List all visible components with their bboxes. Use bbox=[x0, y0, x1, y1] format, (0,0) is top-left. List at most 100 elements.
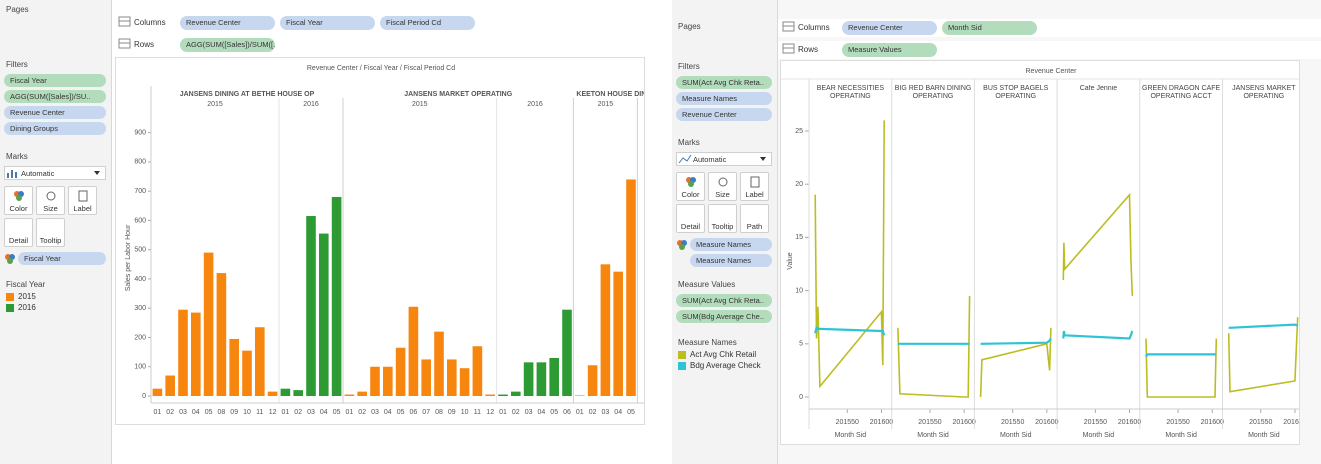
mark-button[interactable]: Detail bbox=[676, 204, 705, 233]
x-tick-label: 04 bbox=[614, 409, 622, 416]
x-tick-label: 01 bbox=[576, 409, 584, 416]
x-tick-label: 11 bbox=[256, 409, 263, 416]
marks-title: Marks bbox=[6, 152, 28, 161]
x-tick-label: 02 bbox=[512, 409, 520, 416]
filter-pill[interactable]: Revenue Center bbox=[4, 106, 106, 119]
x-tick-label: 01 bbox=[154, 409, 162, 416]
line-chart: Revenue Center Value 0 5 10 15 20 25 201550 20160… bbox=[781, 68, 1300, 439]
filter-pill[interactable]: Dining Groups bbox=[4, 122, 106, 135]
x-tick-label: 201600 bbox=[1201, 419, 1224, 426]
icon bbox=[118, 16, 131, 27]
y-axis-label: Value bbox=[787, 252, 794, 269]
mark-button[interactable]: Tooltip bbox=[708, 204, 737, 233]
y-tick-label: 20 bbox=[795, 181, 803, 188]
x-tick-label: 03 bbox=[602, 409, 610, 416]
icon bbox=[782, 43, 795, 54]
year-label: 2015 bbox=[412, 101, 428, 108]
x-tick-label: 03 bbox=[371, 409, 379, 416]
bar bbox=[357, 391, 367, 396]
pane-title: JANSENS DINING AT BETHE HOUSE OP bbox=[180, 91, 315, 98]
bar bbox=[152, 388, 163, 396]
filter-pill[interactable]: Revenue Center bbox=[676, 108, 772, 121]
mark-pill[interactable]: Measure Names bbox=[690, 238, 772, 251]
column-pill[interactable]: Month Sid bbox=[942, 21, 1037, 35]
column-pill[interactable]: Revenue Center bbox=[180, 16, 275, 30]
series-line bbox=[897, 295, 971, 398]
pane-title: BEAR NECESSITIES OPERATING bbox=[816, 85, 884, 100]
year-label: 2016 bbox=[303, 101, 319, 108]
x-tick-label: 201600 bbox=[1283, 419, 1300, 426]
pane-title: JANSENS MARKET OPERATING bbox=[404, 91, 513, 98]
values-pill[interactable]: SUM(Bdg Average Che.. bbox=[676, 310, 772, 323]
x-tick-label: 201550 bbox=[1249, 419, 1272, 426]
column-pill[interactable]: Fiscal Year bbox=[280, 16, 375, 30]
column-pill[interactable]: Revenue Center bbox=[842, 21, 937, 35]
mark-button[interactable]: Size bbox=[36, 186, 65, 215]
glyph bbox=[16, 195, 22, 201]
pane-title: Cafe Jennie bbox=[1079, 85, 1118, 92]
legend-title: Measure Names bbox=[678, 338, 737, 347]
filter-pill[interactable]: Measure Names bbox=[676, 92, 772, 105]
year-label: 2015 bbox=[207, 101, 223, 108]
legend-label: 2015 bbox=[18, 292, 36, 301]
chart-area: Revenue Center Value 0 5 10 15 20 25 201550 20160… bbox=[780, 60, 1300, 445]
y-axis-label: Sales per Labor Hour bbox=[125, 224, 132, 291]
bar bbox=[331, 197, 342, 396]
x-axis-label: Month Sid bbox=[1083, 432, 1115, 439]
mark-pill[interactable]: Measure Names bbox=[690, 254, 772, 267]
bar bbox=[626, 179, 636, 396]
mark-button[interactable]: Size bbox=[708, 172, 737, 201]
series-line bbox=[1062, 192, 1134, 296]
x-tick-label: 08 bbox=[435, 409, 443, 416]
y-tick-label: 600 bbox=[134, 217, 146, 224]
x-tick-label: 04 bbox=[320, 409, 328, 416]
chart-area: Revenue Center / Fiscal Year / Fiscal Pe… bbox=[115, 57, 645, 425]
mark-button[interactable]: Path bbox=[740, 204, 769, 233]
x-tick-label: 02 bbox=[166, 409, 174, 416]
y-tick-label: 0 bbox=[799, 394, 803, 401]
legend-title: Fiscal Year bbox=[6, 280, 46, 289]
x-tick-label: 05 bbox=[333, 409, 341, 416]
y-tick-label: 15 bbox=[795, 234, 803, 241]
row-pill[interactable]: AGG(SUM([Sales])/SUM([.. bbox=[180, 38, 275, 52]
filters-title: Filters bbox=[6, 60, 28, 69]
legend-label: Act Avg Chk Retail bbox=[690, 350, 757, 359]
column-pill[interactable]: Fiscal Period Cd bbox=[380, 16, 475, 30]
mark-button[interactable]: Color bbox=[4, 186, 33, 215]
icon bbox=[718, 177, 728, 187]
glyph bbox=[688, 181, 694, 187]
icon bbox=[46, 191, 56, 201]
filter-pill[interactable]: Fiscal Year bbox=[4, 74, 106, 87]
x-axis-label: Month Sid bbox=[835, 432, 867, 439]
mark-type-dropdown[interactable]: Automatic bbox=[676, 152, 772, 166]
pages-title: Pages bbox=[678, 22, 701, 31]
mark-button[interactable]: Detail bbox=[4, 218, 33, 247]
bar bbox=[229, 338, 239, 396]
mark-pill[interactable]: Fiscal Year bbox=[18, 252, 106, 265]
series-line bbox=[1228, 323, 1299, 329]
y-tick-label: 200 bbox=[134, 334, 146, 341]
bar bbox=[255, 327, 265, 396]
dropdown-arrow bbox=[760, 157, 766, 161]
values-pill[interactable]: SUM(Act Avg Chk Reta.. bbox=[676, 294, 772, 307]
x-tick-label: 10 bbox=[461, 409, 469, 416]
mark-button[interactable]: Tooltip bbox=[36, 218, 65, 247]
icon bbox=[44, 222, 58, 234]
bar bbox=[395, 347, 406, 396]
sidebar: Pages Filters SUM(Act Avg Chk Reta.. Measur… bbox=[672, 0, 778, 464]
bar bbox=[549, 357, 559, 396]
x-tick-label: 01 bbox=[346, 409, 354, 416]
icon bbox=[5, 254, 15, 264]
bar bbox=[485, 394, 495, 396]
row-pill[interactable]: Measure Values bbox=[842, 43, 937, 57]
legend-swatch bbox=[678, 362, 686, 370]
bar bbox=[562, 309, 572, 396]
x-tick-label: 201550 bbox=[1001, 419, 1024, 426]
bar bbox=[523, 362, 534, 396]
filter-pill[interactable]: AGG(SUM([Sales])/SU.. bbox=[4, 90, 106, 103]
filter-pill[interactable]: SUM(Act Avg Chk Reta.. bbox=[676, 76, 772, 89]
icon bbox=[782, 21, 795, 32]
pane-title: JANSENS MARKET OPERATING bbox=[1232, 85, 1296, 100]
mark-type-dropdown[interactable]: Automatic bbox=[4, 166, 106, 180]
